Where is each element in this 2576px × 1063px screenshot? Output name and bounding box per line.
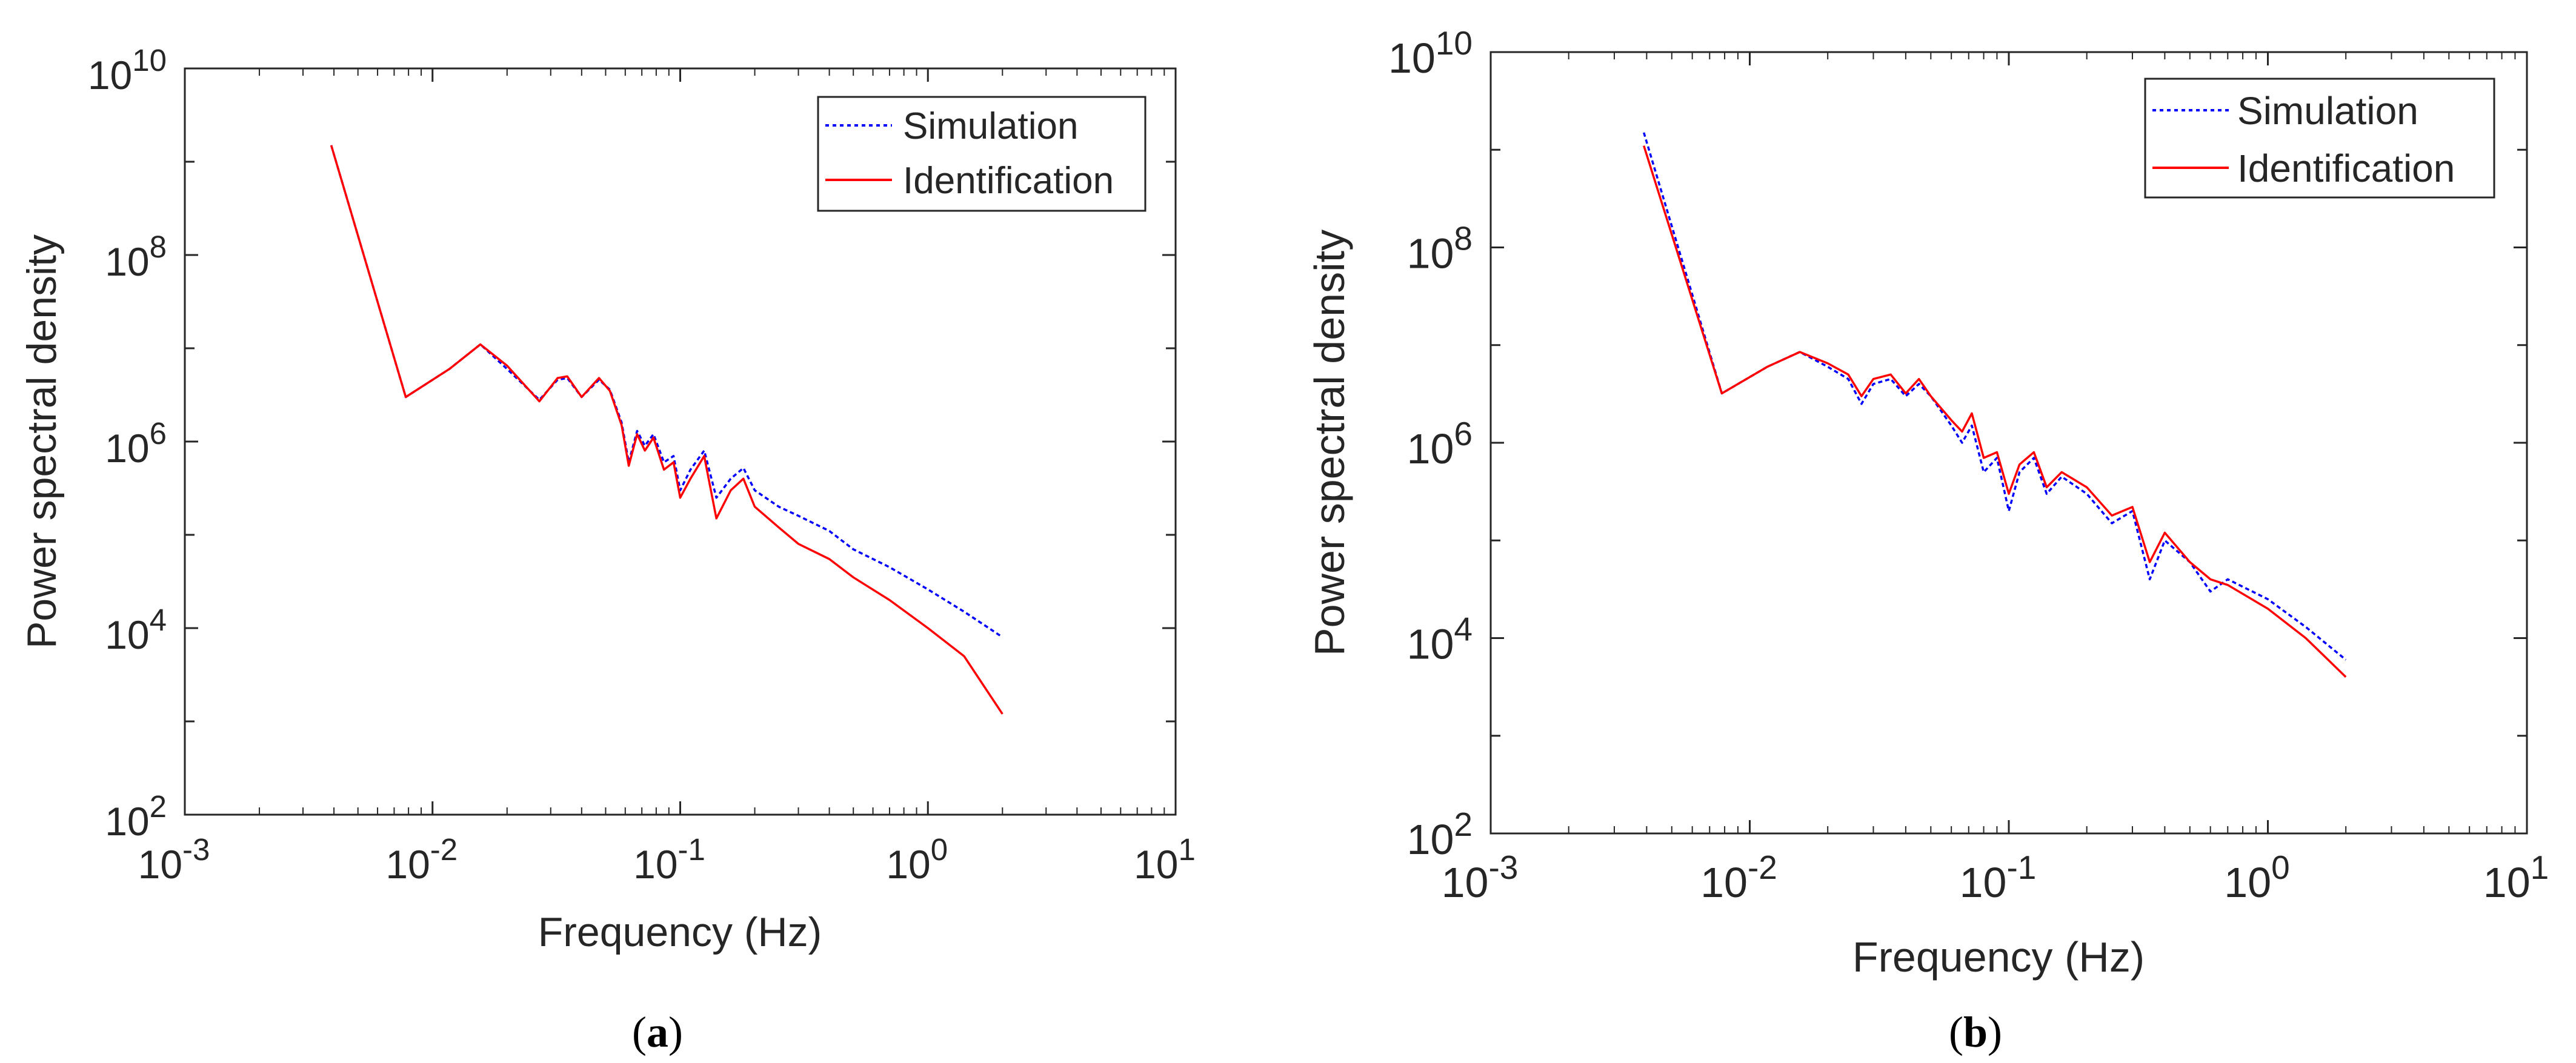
panel-a-y-tick-label: 108: [105, 230, 167, 284]
panel-a-y-axis-label: Power spectral density: [19, 234, 65, 649]
panel-b-ticks: [1489, 51, 2528, 835]
panel-a-y-tick-label: 1010: [88, 43, 167, 98]
panel-b-legend-box: [2144, 78, 2495, 199]
panel-b-y-tick-label: 106: [1407, 415, 1473, 472]
panel-a-x-tick-label: 10-2: [385, 832, 458, 887]
panel-a-tick-labels: 10-3 10-2 10-1 100 101 102 104 106 108 1010: [88, 43, 1196, 887]
panel-b-tick-labels: 10-3 10-2 10-1 100 101 102 104 106 108 1010: [1388, 24, 2549, 906]
panel-a-series: [330, 145, 1003, 715]
panel-b-series-identification: [1643, 145, 2347, 678]
panel-b-series: [1643, 132, 2347, 678]
panel-a-legend: Simulation Identification: [817, 96, 1147, 212]
panel-a-x-axis-label: Frequency (Hz): [538, 909, 822, 955]
panel-a-y-tick-label: 102: [105, 789, 167, 844]
panel-a-legend-box: [817, 96, 1147, 212]
panel-a-series-simulation: [330, 145, 1003, 638]
panel-a-series-identification: [330, 145, 1003, 715]
panel-a-ticks: [184, 67, 1177, 816]
panel-a-x-tick-label: 101: [1134, 832, 1196, 887]
panel-a-legend-identification-label: Identification: [903, 160, 1114, 202]
panel-a-y-tick-label: 104: [105, 603, 167, 657]
panel-b-x-axis-label: Frequency (Hz): [1852, 933, 2145, 981]
panel-a-legend-simulation-label: Simulation: [903, 105, 1078, 147]
panel-a-y-tick-label: 106: [105, 416, 167, 471]
panel-b-y-tick-label: 104: [1407, 611, 1473, 668]
panel-b-x-tick-label: 10-2: [1700, 849, 1777, 906]
panel-b-x-tick-label: 100: [2224, 849, 2289, 906]
panel-a: 10-3 10-2 10-1 100 101 102 104 106 108 1010 Frequ…: [19, 43, 1196, 1056]
panel-b-caption: (b): [1949, 1008, 2002, 1056]
panel-b-series-simulation: [1643, 132, 2347, 661]
panel-b-y-tick-label: 1010: [1388, 24, 1473, 82]
panel-b-y-axis-label: Power spectral density: [1306, 230, 1353, 656]
panel-b-legend: Simulation Identification: [2144, 78, 2495, 199]
panel-a-caption: (a): [632, 1008, 683, 1056]
panel-b-x-tick-label: 10-1: [1960, 849, 2037, 906]
panel-b-legend-simulation-label: Simulation: [2237, 89, 2418, 133]
panel-a-x-tick-label: 100: [886, 832, 948, 887]
panel-b: 10-3 10-2 10-1 100 101 102 104 106 108 1010 Frequ…: [1306, 24, 2549, 1056]
panel-b-caption-letter: b: [1963, 1008, 1988, 1056]
panel-b-y-tick-label: 102: [1407, 806, 1473, 863]
panel-a-x-tick-label: 10-3: [138, 832, 210, 887]
panel-b-x-tick-label: 101: [2483, 849, 2549, 906]
panel-b-x-tick-label: 10-3: [1442, 849, 1519, 906]
panel-b-y-tick-label: 108: [1407, 220, 1473, 277]
panel-a-x-tick-label: 10-1: [633, 832, 705, 887]
panel-a-caption-letter: a: [647, 1008, 668, 1056]
panel-b-legend-identification-label: Identification: [2237, 147, 2455, 190]
